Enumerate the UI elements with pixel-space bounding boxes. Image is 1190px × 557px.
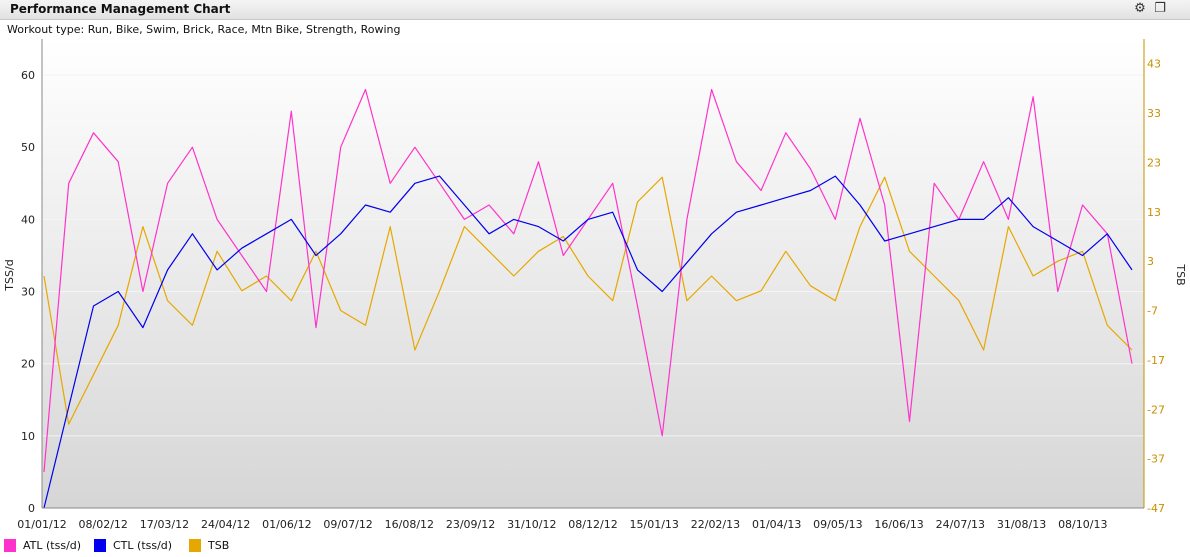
y2-tick-label: -47 <box>1147 502 1165 515</box>
x-tick-label: 17/03/12 <box>140 518 189 531</box>
page-title: Performance Management Chart <box>10 2 231 16</box>
x-tick-label: 23/09/12 <box>446 518 495 531</box>
x-tick-label: 31/10/12 <box>507 518 556 531</box>
restore-window-icon[interactable]: ❐ <box>1154 1 1166 16</box>
y-tick-label: 50 <box>21 141 35 154</box>
x-tick-label: 08/02/12 <box>79 518 128 531</box>
y2-tick-label: -37 <box>1147 453 1165 466</box>
y-tick-label: 60 <box>21 69 35 82</box>
y-tick-label: 0 <box>28 502 35 515</box>
y2-tick-label: -27 <box>1147 403 1165 416</box>
tsb-line <box>43 176 1133 425</box>
chart-legend: ATL (tss/d) CTL (tss/d) TSB <box>0 535 1190 557</box>
x-tick-label: 15/01/13 <box>630 518 679 531</box>
x-tick-label: 08/12/12 <box>568 518 617 531</box>
x-tick-label: 16/06/13 <box>874 518 923 531</box>
x-tick-label: 01/06/12 <box>262 518 311 531</box>
workout-type-filter-text: Workout type: Run, Bike, Swim, Brick, Ra… <box>7 23 401 36</box>
panel-header: Performance Management Chart ⚙ ❐ <box>0 0 1190 20</box>
y2-axis-label: TSB <box>1174 263 1187 285</box>
x-tick-label: 09/05/13 <box>813 518 862 531</box>
plot-background <box>42 39 1144 508</box>
x-tick-label: 24/07/13 <box>936 518 985 531</box>
x-tick-label: 08/10/13 <box>1058 518 1107 531</box>
x-tick-label: 01/04/13 <box>752 518 801 531</box>
y2-tick-label: 33 <box>1147 107 1161 120</box>
y2-tick-label: 43 <box>1147 58 1161 71</box>
x-tick-label: 24/04/12 <box>201 518 250 531</box>
atl-swatch <box>4 539 16 552</box>
y2-tick-label: 13 <box>1147 206 1161 219</box>
tsb-swatch <box>189 539 201 552</box>
x-tick-label: 31/08/13 <box>997 518 1046 531</box>
legend-label-ctl: CTL (tss/d) <box>113 539 173 552</box>
pmc-chart: 0 10 20 30 40 50 60 -47 -37 -27 -17 -7 3 13 23 33 43 01/0… <box>3 39 1187 531</box>
y-tick-label: 20 <box>21 358 35 371</box>
ctl-line <box>43 175 1133 509</box>
y-tick-label: 30 <box>21 286 35 299</box>
x-tick-label: 16/08/12 <box>385 518 434 531</box>
ctl-swatch <box>94 539 106 552</box>
gear-icon[interactable]: ⚙ <box>1134 1 1146 16</box>
legend-item-tsb[interactable]: TSB <box>189 539 229 552</box>
legend-label-atl: ATL (tss/d) <box>23 539 82 552</box>
legend-label-tsb: TSB <box>208 539 230 552</box>
legend-item-atl[interactable]: ATL (tss/d) <box>4 539 81 552</box>
y2-tick-label: -7 <box>1147 305 1158 318</box>
x-tick-label: 09/07/12 <box>323 518 372 531</box>
y-tick-label: 10 <box>21 430 35 443</box>
y2-tick-label: 23 <box>1147 156 1161 169</box>
y-tick-label: 40 <box>21 213 35 226</box>
legend-item-ctl[interactable]: CTL (tss/d) <box>94 539 172 552</box>
y-axis-label: TSS/d <box>3 259 16 291</box>
x-tick-label: 22/02/13 <box>691 518 740 531</box>
y2-tick-label: -17 <box>1147 354 1165 367</box>
y2-tick-label: 3 <box>1147 255 1154 268</box>
x-tick-label: 01/01/12 <box>17 518 66 531</box>
